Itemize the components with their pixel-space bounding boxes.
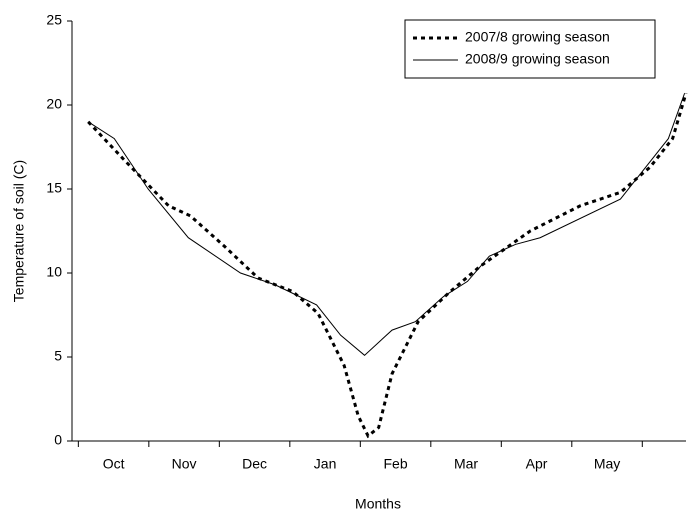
y-tick-label: 5 — [54, 348, 62, 364]
y-tick-label: 20 — [46, 96, 62, 112]
legend-label: 2008/9 growing season — [465, 51, 610, 67]
line-series — [87, 92, 688, 439]
line-series — [87, 93, 686, 356]
x-tick-label: Oct — [103, 456, 125, 472]
x-tick-label: Mar — [454, 456, 478, 472]
x-tick-label: Nov — [172, 456, 197, 472]
y-axis-label: Temperature of soil (C) — [11, 160, 27, 302]
x-tick-label: Jan — [314, 456, 337, 472]
y-tick-label: 0 — [54, 432, 62, 448]
y-tick-label: 25 — [46, 12, 62, 28]
x-tick-label: Dec — [242, 456, 267, 472]
y-tick-label: 10 — [46, 264, 62, 280]
legend-label: 2007/8 growing season — [465, 29, 610, 45]
y-tick-label: 15 — [46, 180, 62, 196]
legend-box — [404, 19, 656, 79]
x-tick-label: Feb — [384, 456, 408, 472]
x-axis-label: Months — [355, 496, 401, 512]
x-tick-label: May — [594, 456, 620, 472]
x-tick-label: Apr — [526, 456, 548, 472]
